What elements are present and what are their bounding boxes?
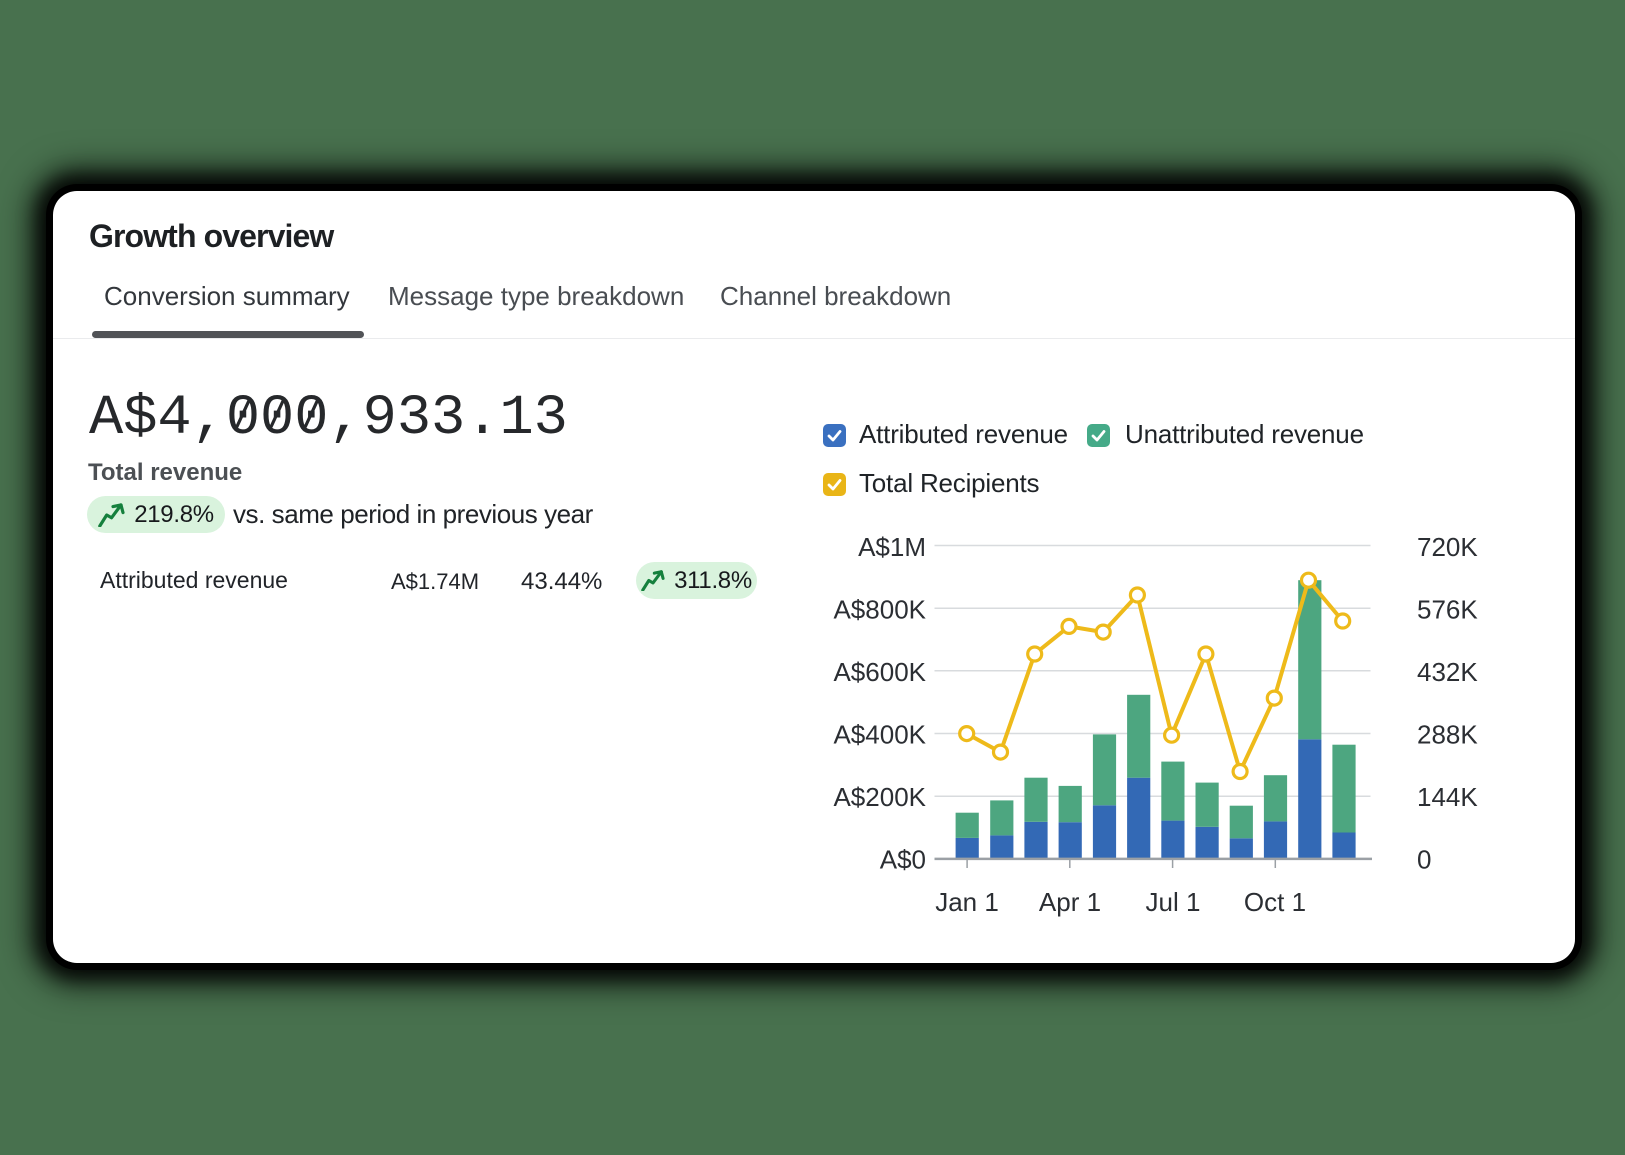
svg-text:Jan 1: Jan 1: [935, 887, 999, 917]
svg-text:A$800K: A$800K: [833, 595, 926, 625]
svg-text:A$0: A$0: [880, 845, 926, 875]
svg-text:144K: 144K: [1417, 782, 1478, 812]
svg-text:288K: 288K: [1417, 720, 1478, 750]
svg-text:A$600K: A$600K: [833, 657, 926, 687]
svg-text:A$1M: A$1M: [858, 532, 926, 562]
svg-text:0: 0: [1417, 845, 1431, 875]
svg-text:Apr 1: Apr 1: [1039, 887, 1101, 917]
svg-text:Jul 1: Jul 1: [1146, 887, 1201, 917]
svg-text:Oct 1: Oct 1: [1244, 887, 1306, 917]
svg-text:720K: 720K: [1417, 532, 1478, 562]
svg-text:A$200K: A$200K: [833, 782, 926, 812]
svg-text:432K: 432K: [1417, 657, 1478, 687]
svg-text:A$400K: A$400K: [833, 720, 926, 750]
svg-text:576K: 576K: [1417, 595, 1478, 625]
